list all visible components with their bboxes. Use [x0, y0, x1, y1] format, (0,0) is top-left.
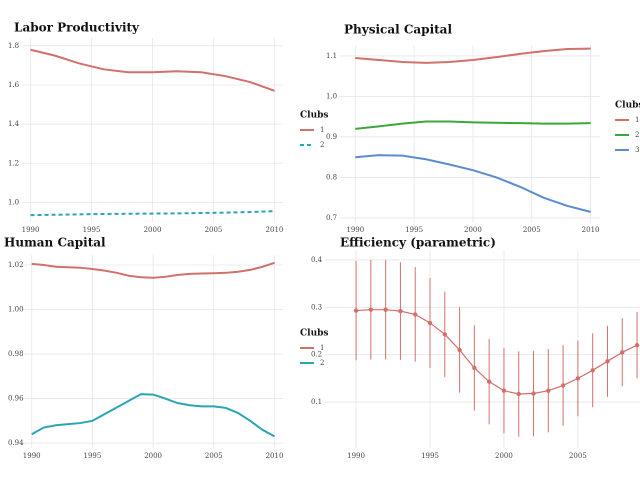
point: [472, 365, 477, 371]
x-tick-label: 2000: [144, 452, 162, 460]
point: [427, 320, 433, 326]
plot-area: [30, 48, 275, 217]
y-tick-label: 1.8: [8, 42, 19, 50]
y-tick-label: 0.2: [311, 351, 322, 359]
series-line: [356, 309, 638, 395]
y-tick-label: 0.96: [8, 395, 24, 403]
x-tick-label: 1995: [83, 226, 101, 234]
series-line: [355, 154, 591, 213]
series-line: [31, 261, 275, 279]
y-tick-label: 0.94: [8, 439, 24, 447]
point: [413, 312, 418, 317]
y-tick-label: 1.1: [326, 52, 337, 60]
y-tick-label: 1.6: [8, 81, 20, 89]
y-tick-label: 0.98: [8, 350, 24, 358]
point: [368, 307, 374, 312]
x-tick-label: 1990: [22, 226, 40, 234]
point: [516, 391, 521, 397]
x-tick-label: 2010: [582, 226, 600, 234]
point: [486, 379, 492, 384]
y-tick-label: 0.1: [311, 398, 322, 406]
series-line: [355, 47, 591, 64]
x-tick-label: 1990: [23, 452, 41, 460]
x-tick-label: 2010: [266, 452, 284, 460]
x-tick-label: 1995: [421, 452, 439, 460]
x-tick-label: 2000: [144, 226, 162, 234]
series-line: [355, 120, 591, 130]
y-tick-label: 0.4: [311, 256, 323, 264]
point: [353, 308, 359, 313]
legend-label: 2: [320, 359, 324, 367]
y-tick-label: 0.8: [326, 173, 337, 181]
legend-title: Clubs: [300, 111, 329, 121]
y-tick-label: 1.2: [8, 159, 19, 167]
x-tick-label: 1990: [346, 226, 364, 234]
point: [383, 307, 388, 312]
legend-label: 1: [635, 116, 639, 124]
chart-title: Labor Productivity: [14, 21, 140, 35]
x-tick-label: 2000: [464, 226, 482, 234]
point: [620, 350, 625, 355]
series-line: [31, 393, 275, 438]
chart-title: Efficiency (parametric): [340, 236, 496, 250]
y-tick-label: 1.0: [326, 92, 337, 100]
plot-area: [355, 47, 591, 213]
plot-area: [31, 261, 275, 438]
y-tick-label: 1.0: [8, 198, 19, 206]
point: [560, 383, 566, 388]
point: [457, 347, 462, 353]
legend-title: Clubs: [300, 329, 329, 339]
x-tick-label: 1990: [347, 452, 365, 460]
legend-label: 2: [320, 141, 324, 149]
x-tick-label: 2010: [266, 226, 284, 234]
x-tick-label: 1995: [83, 452, 101, 460]
point: [634, 343, 640, 348]
x-tick-label: 2005: [205, 452, 223, 460]
point: [442, 332, 447, 337]
y-tick-label: 1.00: [8, 306, 24, 314]
legend-label: 3: [635, 146, 639, 154]
x-tick-label: 2000: [495, 452, 513, 460]
plot-area: [353, 259, 640, 437]
x-tick-label: 2005: [523, 226, 541, 234]
y-tick-label: 1.4: [8, 120, 20, 128]
point: [501, 388, 507, 393]
legend-label: 1: [320, 344, 324, 352]
x-tick-label: 2005: [205, 226, 223, 234]
point: [590, 368, 595, 373]
legend-title: Clubs: [615, 101, 640, 111]
point: [546, 388, 551, 393]
point: [398, 308, 403, 314]
series-line: [30, 210, 275, 217]
legend-label: 1: [320, 126, 324, 134]
point: [605, 359, 610, 364]
point: [531, 391, 536, 396]
point: [575, 376, 581, 381]
x-tick-label: 1995: [405, 226, 423, 234]
x-tick-label: 2005: [569, 452, 587, 460]
series-line: [30, 48, 275, 92]
y-tick-label: 0.9: [326, 133, 337, 141]
chart-title: Physical Capital: [344, 23, 452, 37]
y-tick-label: 0.7: [326, 214, 337, 222]
chart-title: Human Capital: [4, 236, 106, 250]
y-tick-label: 1.02: [8, 261, 24, 269]
legend-label: 2: [635, 131, 639, 139]
y-tick-label: 0.3: [311, 303, 322, 311]
